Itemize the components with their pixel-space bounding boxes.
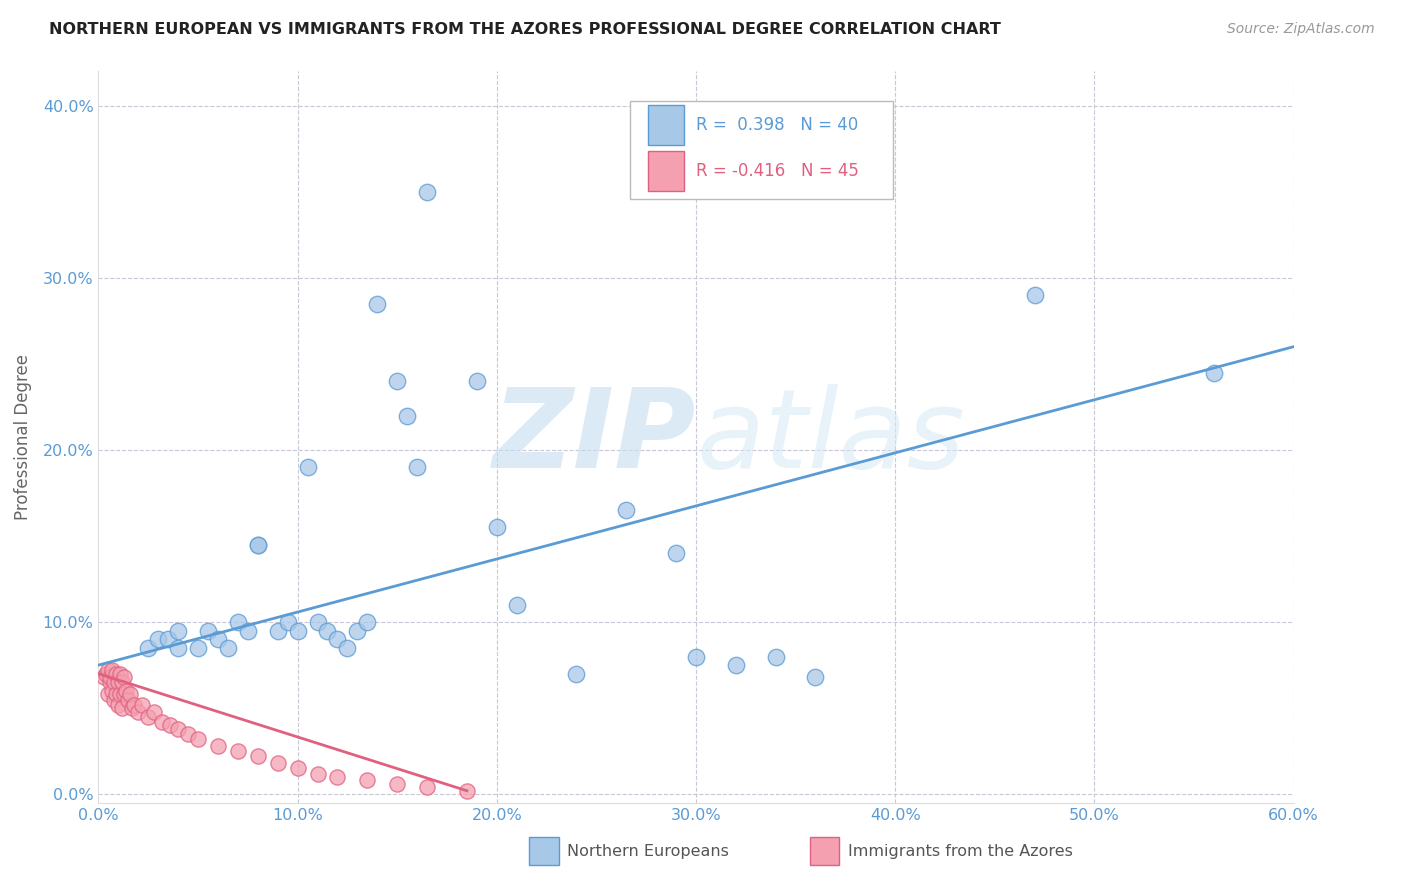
Point (127, 705, 149, 719)
Point (346, 624, 368, 638)
Point (236, 624, 259, 638)
Text: Source: ZipAtlas.com: Source: ZipAtlas.com (1227, 22, 1375, 37)
Text: R = -0.416   N = 45: R = -0.416 N = 45 (696, 162, 859, 180)
Point (614, 503, 637, 517)
Point (506, 598, 529, 612)
Point (217, 640, 239, 655)
Point (93, 670, 115, 684)
Point (103, 675, 125, 690)
Point (724, 658, 747, 673)
Point (465, 374, 488, 388)
Point (307, 766, 329, 780)
Point (277, 615, 299, 629)
Point (297, 460, 319, 475)
FancyBboxPatch shape (529, 838, 558, 865)
Point (187, 732, 209, 747)
Point (103, 692, 125, 706)
Point (287, 624, 309, 638)
Point (356, 773, 378, 788)
Text: R =  0.398   N = 40: R = 0.398 N = 40 (696, 116, 858, 134)
Point (356, 615, 378, 629)
Point (226, 744, 249, 758)
Point (105, 687, 128, 701)
Point (207, 632, 229, 647)
FancyBboxPatch shape (648, 152, 685, 192)
Point (336, 640, 359, 655)
Point (316, 624, 339, 638)
FancyBboxPatch shape (648, 105, 685, 145)
Point (485, 520, 508, 534)
Point (97, 687, 120, 701)
Point (120, 687, 142, 701)
Point (167, 624, 190, 638)
Point (136, 640, 159, 655)
Point (148, 632, 170, 647)
Point (246, 538, 269, 552)
Point (111, 701, 134, 715)
Point (1024, 288, 1046, 302)
Point (187, 640, 209, 655)
Point (207, 739, 229, 753)
Point (117, 692, 139, 706)
Point (110, 666, 132, 681)
Text: atlas: atlas (696, 384, 965, 491)
FancyBboxPatch shape (630, 101, 893, 200)
Point (565, 666, 588, 681)
Y-axis label: Professional Degree: Professional Degree (14, 354, 31, 520)
Point (665, 546, 688, 560)
Point (287, 761, 309, 775)
Point (131, 698, 153, 712)
Point (143, 705, 166, 719)
Point (101, 684, 124, 698)
Point (121, 701, 143, 715)
Point (167, 640, 190, 655)
Point (385, 777, 409, 791)
Point (107, 698, 129, 712)
Text: ZIP: ZIP (492, 384, 696, 491)
Point (246, 749, 269, 764)
Point (326, 770, 349, 784)
Point (98, 670, 122, 684)
Point (150, 714, 173, 729)
Point (110, 687, 132, 701)
Point (406, 460, 429, 475)
Point (97, 663, 120, 677)
Point (1202, 366, 1225, 380)
Point (96, 666, 118, 681)
Point (112, 670, 135, 684)
Point (765, 649, 787, 664)
Point (326, 632, 349, 647)
Point (226, 615, 249, 629)
Point (456, 783, 478, 797)
Point (167, 722, 190, 736)
Point (98, 675, 122, 690)
Point (124, 698, 146, 712)
Point (101, 663, 124, 677)
Point (366, 296, 388, 310)
Point (107, 675, 129, 690)
Point (685, 649, 707, 664)
Point (385, 374, 409, 388)
Point (416, 780, 439, 795)
Point (246, 538, 269, 552)
Point (105, 666, 128, 681)
Text: Northern Europeans: Northern Europeans (567, 844, 728, 859)
Text: NORTHERN EUROPEAN VS IMMIGRANTS FROM THE AZORES PROFESSIONAL DEGREE CORRELATION : NORTHERN EUROPEAN VS IMMIGRANTS FROM THE… (49, 22, 1001, 37)
Point (267, 624, 290, 638)
Point (159, 718, 181, 732)
Point (136, 710, 159, 724)
Point (267, 756, 290, 771)
FancyBboxPatch shape (810, 838, 839, 865)
Point (157, 632, 180, 647)
Point (112, 687, 135, 701)
Point (396, 409, 419, 423)
Point (115, 684, 138, 698)
Point (307, 615, 329, 629)
Point (416, 185, 439, 199)
Point (177, 727, 200, 741)
Point (111, 675, 134, 690)
Text: Immigrants from the Azores: Immigrants from the Azores (848, 844, 1073, 859)
Point (804, 670, 827, 684)
Point (197, 624, 219, 638)
